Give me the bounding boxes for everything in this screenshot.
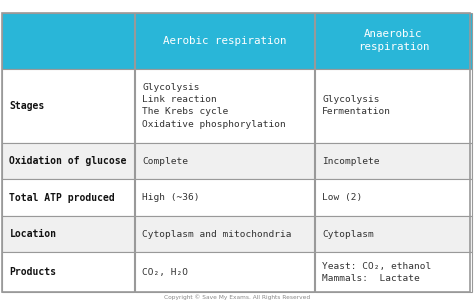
Text: Complete: Complete [142,157,188,166]
Bar [2,143,134,179]
Text: Incomplete: Incomplete [322,157,380,166]
Text: Anaerobic
respiration: Anaerobic respiration [358,29,429,53]
Bar [135,252,314,292]
Bar [135,13,314,69]
Bar [2,216,134,252]
Text: High (~36): High (~36) [142,193,200,202]
Text: Yeast: CO₂, ethanol
Mammals:  Lactate: Yeast: CO₂, ethanol Mammals: Lactate [322,261,431,283]
Bar [135,69,314,143]
Text: Location: Location [9,229,56,239]
Text: CO₂, H₂O: CO₂, H₂O [142,268,188,277]
Bar [2,13,134,69]
Bar [315,252,472,292]
Text: Copyright © Save My Exams. All Rights Reserved: Copyright © Save My Exams. All Rights Re… [164,295,310,300]
Text: Cytoplasm: Cytoplasm [322,230,374,239]
Text: Glycolysis
Fermentation: Glycolysis Fermentation [322,95,392,116]
Bar [315,69,472,143]
Bar [2,179,134,216]
Bar [315,13,472,69]
Bar [135,216,314,252]
Text: Stages: Stages [9,101,45,111]
Text: Oxidation of glucose: Oxidation of glucose [9,156,127,166]
Text: Aerobic respiration: Aerobic respiration [163,36,286,46]
Bar [315,143,472,179]
Text: Glycolysis
Link reaction
The Krebs cycle
Oxidative phosphorylation: Glycolysis Link reaction The Krebs cycle… [142,83,286,129]
Text: Low (2): Low (2) [322,193,363,202]
Bar [135,143,314,179]
Text: Total ATP produced: Total ATP produced [9,193,115,203]
Bar [315,179,472,216]
Text: Products: Products [9,267,56,277]
Text: Cytoplasm and mitochondria: Cytoplasm and mitochondria [142,230,292,239]
Bar [2,69,134,143]
Bar [315,216,472,252]
Bar [135,179,314,216]
Bar [2,252,134,292]
